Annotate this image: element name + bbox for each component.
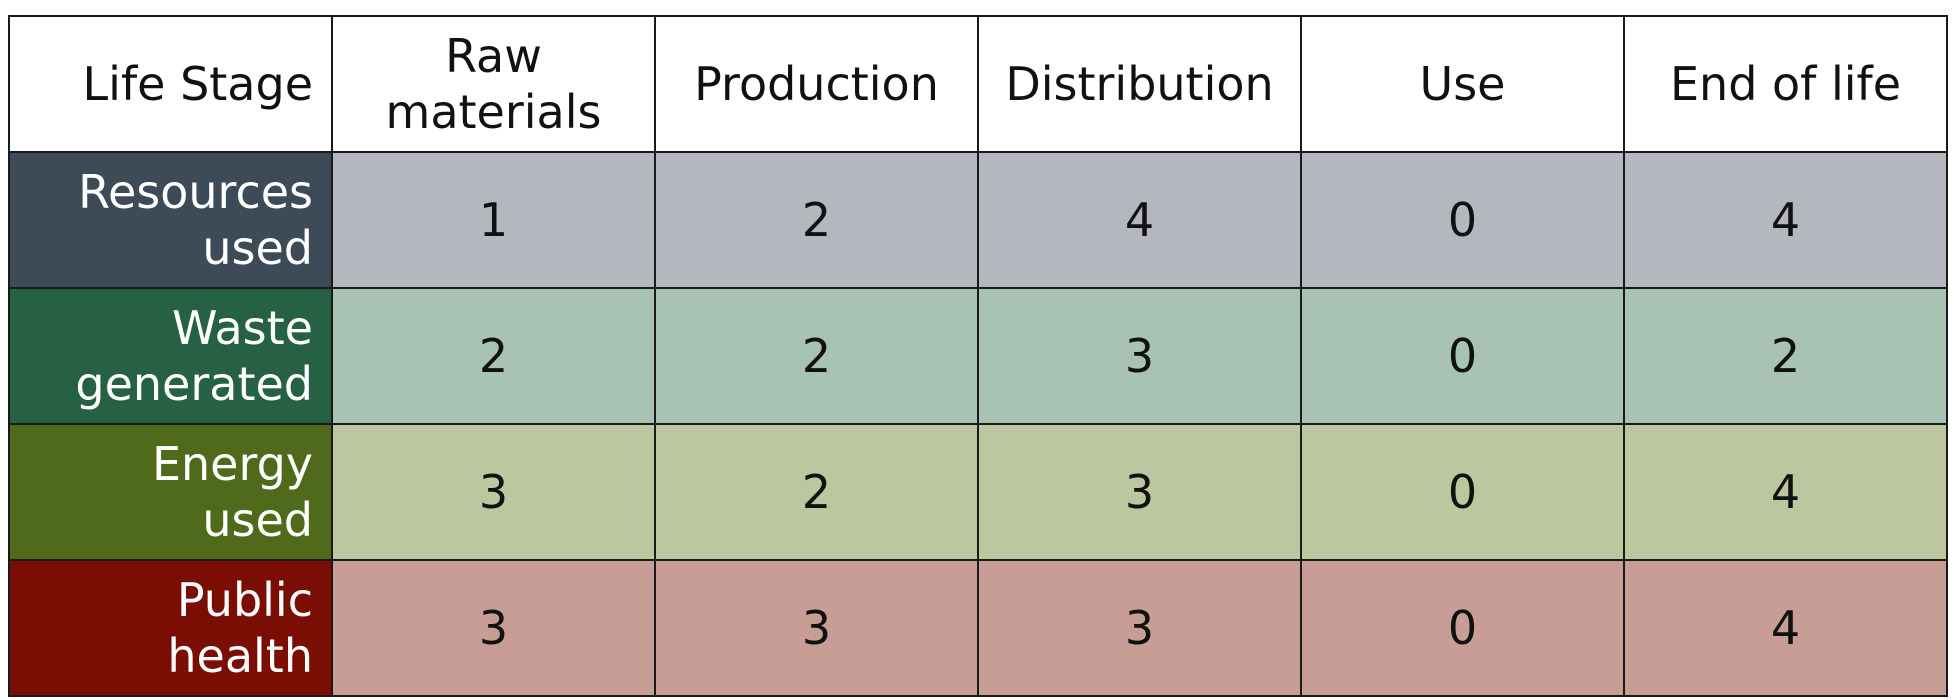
cell-waste-use: 0 bbox=[1300, 287, 1625, 425]
row-public-health: Public health 3 3 3 0 4 bbox=[8, 559, 1948, 697]
cell-energy-use: 0 bbox=[1300, 423, 1625, 561]
row-resources-used: Resources used 1 2 4 0 4 bbox=[8, 151, 1948, 289]
cell-health-distribution: 3 bbox=[977, 559, 1302, 697]
cell-waste-raw-materials: 2 bbox=[331, 287, 656, 425]
column-header-use: Use bbox=[1300, 15, 1625, 153]
cell-resources-raw-materials: 1 bbox=[331, 151, 656, 289]
row-energy-used: Energy used 3 2 3 0 4 bbox=[8, 423, 1948, 561]
row-header-resources-used: Resources used bbox=[8, 151, 333, 289]
cell-resources-end-of-life: 4 bbox=[1623, 151, 1948, 289]
cell-energy-production: 2 bbox=[654, 423, 979, 561]
cell-resources-use: 0 bbox=[1300, 151, 1625, 289]
row-waste-generated: Waste generated 2 2 3 0 2 bbox=[8, 287, 1948, 425]
row-header-waste-generated: Waste generated bbox=[8, 287, 333, 425]
cell-health-production: 3 bbox=[654, 559, 979, 697]
column-header-end-of-life: End of life bbox=[1623, 15, 1948, 153]
cell-resources-production: 2 bbox=[654, 151, 979, 289]
life-cycle-assessment-table: Life Stage Raw materials Production Distr… bbox=[8, 15, 1948, 697]
cell-health-use: 0 bbox=[1300, 559, 1625, 697]
column-header-distribution: Distribution bbox=[977, 15, 1302, 153]
row-header-energy-used: Energy used bbox=[8, 423, 333, 561]
row-header-public-health: Public health bbox=[8, 559, 333, 697]
cell-waste-end-of-life: 2 bbox=[1623, 287, 1948, 425]
cell-waste-distribution: 3 bbox=[977, 287, 1302, 425]
life-cycle-table-container: Life Stage Raw materials Production Distr… bbox=[8, 15, 1948, 697]
column-header-raw-materials: Raw materials bbox=[331, 15, 656, 153]
cell-health-raw-materials: 3 bbox=[331, 559, 656, 697]
cell-energy-raw-materials: 3 bbox=[331, 423, 656, 561]
column-header-production: Production bbox=[654, 15, 979, 153]
header-row: Life Stage Raw materials Production Distr… bbox=[8, 15, 1948, 153]
cell-energy-distribution: 3 bbox=[977, 423, 1302, 561]
cell-energy-end-of-life: 4 bbox=[1623, 423, 1948, 561]
corner-header-life-stage: Life Stage bbox=[8, 15, 333, 153]
cell-health-end-of-life: 4 bbox=[1623, 559, 1948, 697]
cell-resources-distribution: 4 bbox=[977, 151, 1302, 289]
cell-waste-production: 2 bbox=[654, 287, 979, 425]
